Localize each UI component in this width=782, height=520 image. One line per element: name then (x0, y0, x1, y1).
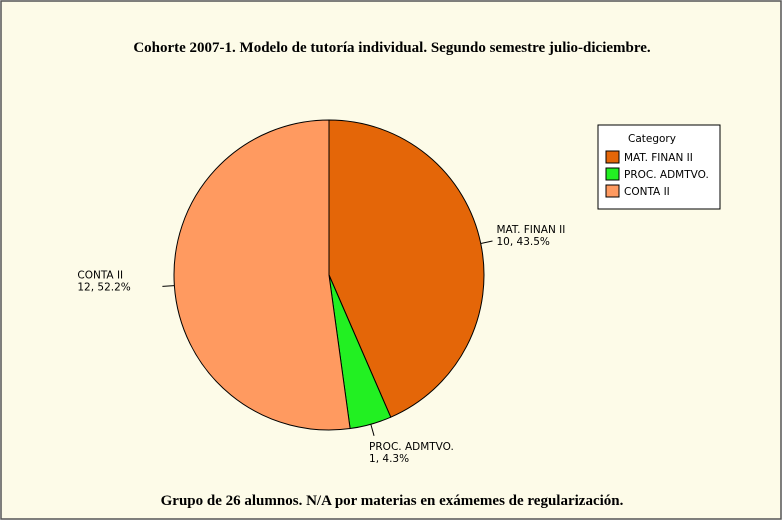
chart-title: Cohorte 2007-1. Modelo de tutoría indivi… (133, 40, 651, 56)
pie-slice (173, 119, 351, 431)
slice-value-label: 12, 52.2% (77, 281, 130, 293)
pie-slice (328, 119, 485, 418)
slice-label: PROC. ADMTVO. (369, 441, 454, 453)
slice-label: MAT. FINAN II (497, 224, 566, 236)
leader-line (162, 285, 175, 287)
legend-swatch (605, 150, 620, 164)
leader-line (480, 240, 493, 244)
slice-value-label: 1, 4.3% (369, 453, 409, 465)
slice-label: CONTA II (77, 269, 123, 281)
legend-title: Category (628, 133, 676, 145)
legend-label: PROC. ADMTVO. (624, 169, 709, 181)
caption: Grupo de 26 alumnos. N/A por materias en… (161, 493, 624, 509)
slice-value-label: 10, 43.5% (497, 236, 550, 248)
leader-line (370, 424, 375, 436)
legend-label: CONTA II (624, 186, 670, 198)
legend-label: MAT. FINAN II (624, 152, 693, 164)
legend-swatch (605, 184, 620, 198)
legend-swatch (605, 167, 620, 181)
